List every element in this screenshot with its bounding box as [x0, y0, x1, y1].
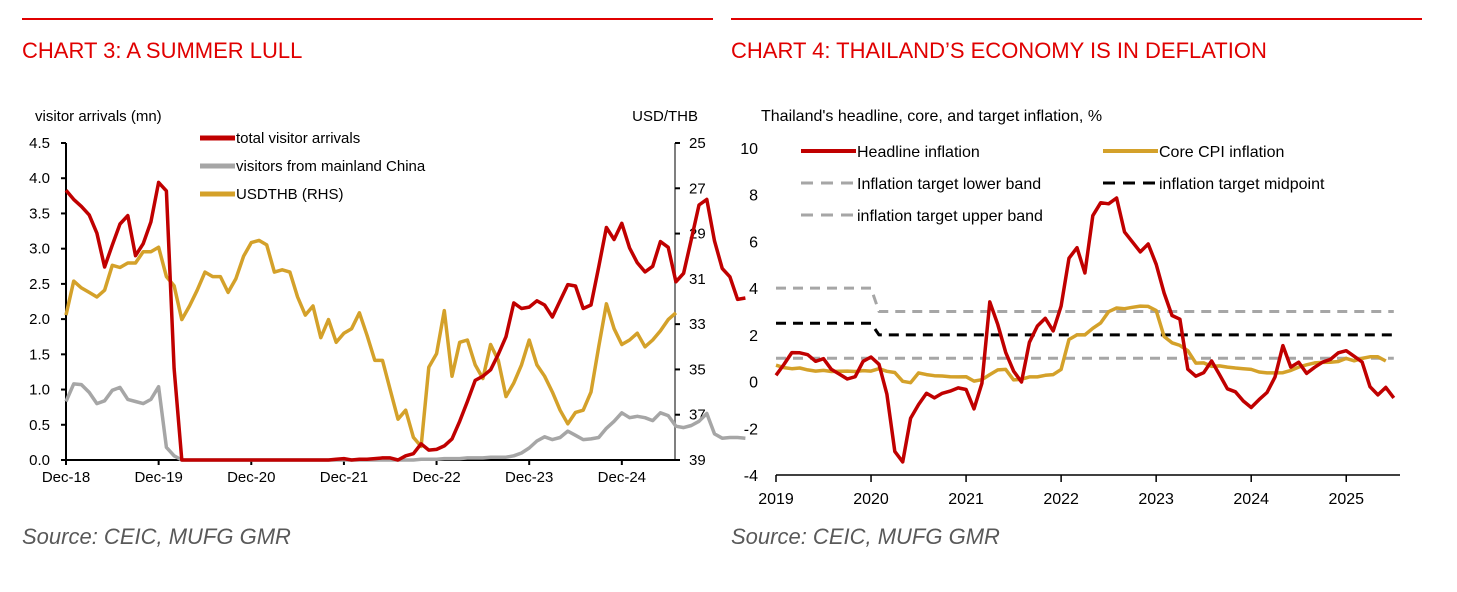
chart4-y-tick-label: 10: [740, 141, 758, 158]
chart4-y-tick-label: 6: [749, 234, 758, 251]
chart4-legend-label: Headline inflation: [857, 144, 980, 161]
chart3-right-tick-label: 25: [689, 135, 706, 152]
chart3-x-tick-label: Dec-21: [320, 469, 368, 486]
chart4-x-tick-label: 2020: [853, 491, 889, 508]
chart3-legend-label: visitors from mainland China: [236, 158, 426, 175]
chart3-right-tick-label: 27: [689, 180, 706, 197]
chart3-x-tick-label: Dec-18: [42, 469, 90, 486]
chart3-left-tick-label: 0.5: [29, 417, 50, 434]
chart3-right-tick-label: 39: [689, 452, 706, 469]
chart4-x-tick-label: 2024: [1233, 491, 1269, 508]
chart3-left-tick-label: 3.5: [29, 205, 50, 222]
chart4-series-headline-inflation: [774, 196, 1396, 464]
chart3-source: Source: CEIC, MUFG GMR: [22, 524, 291, 549]
chart4-x-tick-label: 2025: [1328, 491, 1364, 508]
chart4-series-core-cpi-inflation: [775, 304, 1387, 385]
chart4-legend-label: Inflation target lower band: [857, 176, 1041, 193]
chart3-left-tick-label: 2.0: [29, 311, 50, 328]
chart4-header-rule: [731, 18, 1422, 20]
chart4-y-tick-label: -2: [744, 421, 758, 438]
chart4-y-tick-label: 0: [749, 375, 758, 392]
chart3-series-total-visitor-arrivals: [64, 180, 746, 462]
chart3-left-tick-label: 4.0: [29, 170, 50, 187]
chart3-x-tick-label: Dec-22: [412, 469, 460, 486]
chart3-right-tick-label: 35: [689, 361, 706, 378]
chart3-x-tick-label: Dec-24: [598, 469, 646, 486]
chart4-y-tick-label: 2: [749, 328, 758, 345]
chart3-left-tick-label: 0.0: [29, 452, 50, 469]
chart3-y2label: USD/THB: [632, 108, 698, 125]
chart4-title: CHART 4: THAILAND’S ECONOMY IS IN DEFLAT…: [731, 38, 1267, 63]
chart3-x-tick-label: Dec-23: [505, 469, 553, 486]
chart3-legend-label: total visitor arrivals: [236, 130, 360, 147]
chart4-x-tick-label: 2022: [1043, 491, 1079, 508]
chart3-left-tick-label: 1.5: [29, 346, 50, 363]
chart4-x-tick-label: 2019: [758, 491, 794, 508]
chart4-legend-label: inflation target upper band: [857, 208, 1043, 225]
chart4-legend-label: inflation target midpoint: [1159, 176, 1325, 193]
chart4-x-tick-label: 2021: [948, 491, 984, 508]
chart3-legend-label: USDTHB (RHS): [236, 186, 344, 203]
chart3-left-tick-label: 4.5: [29, 135, 50, 152]
chart4-series-inflation-target-upper-band: [776, 286, 1394, 313]
chart3-header-rule: [22, 18, 713, 20]
chart4-y-tick-label: 4: [749, 281, 758, 298]
chart3-series-visitors-from-mainland-china: [64, 382, 746, 462]
chart4-legend-label: Core CPI inflation: [1159, 144, 1284, 161]
chart3-left-tick-label: 1.0: [29, 382, 50, 399]
chart4-x-tick-label: 2023: [1138, 491, 1174, 508]
chart3-right-tick-label: 33: [689, 316, 706, 333]
chart3-x-tick-label: Dec-20: [227, 469, 275, 486]
chart3-series-usdthb-rhs-: [64, 238, 678, 449]
chart3-left-tick-label: 2.5: [29, 276, 50, 293]
chart3-right-tick-label: 31: [689, 271, 706, 288]
chart4-source: Source: CEIC, MUFG GMR: [731, 524, 1000, 549]
chart3-left-tick-label: 3.0: [29, 241, 50, 258]
chart4-ylabel: Thailand's headline, core, and target in…: [761, 108, 1102, 125]
chart3-x-tick-label: Dec-19: [134, 469, 182, 486]
chart4-y-tick-label: 8: [749, 188, 758, 205]
chart3-title: CHART 3: A SUMMER LULL: [22, 38, 303, 63]
chart4-y-tick-label: -4: [744, 468, 758, 485]
chart3-ylabel: visitor arrivals (mn): [35, 108, 162, 125]
